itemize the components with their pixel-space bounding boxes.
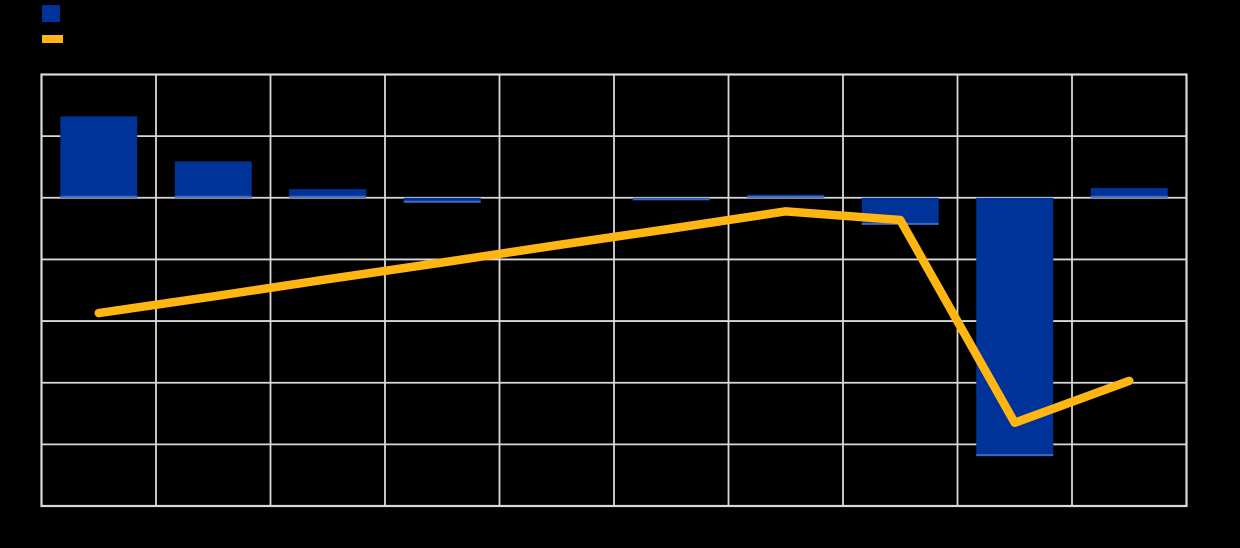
legend-item-line [42, 35, 71, 43]
bar [60, 116, 138, 198]
bar [289, 189, 367, 198]
bar [1090, 187, 1168, 198]
bar [403, 197, 481, 203]
trend-line [94, 207, 1134, 428]
bar [174, 161, 252, 198]
legend-item-bars [42, 5, 68, 22]
legend [42, 5, 342, 50]
plot-border [40, 73, 1188, 508]
bar-series-swatch [42, 5, 60, 22]
line-series-swatch [42, 35, 63, 43]
